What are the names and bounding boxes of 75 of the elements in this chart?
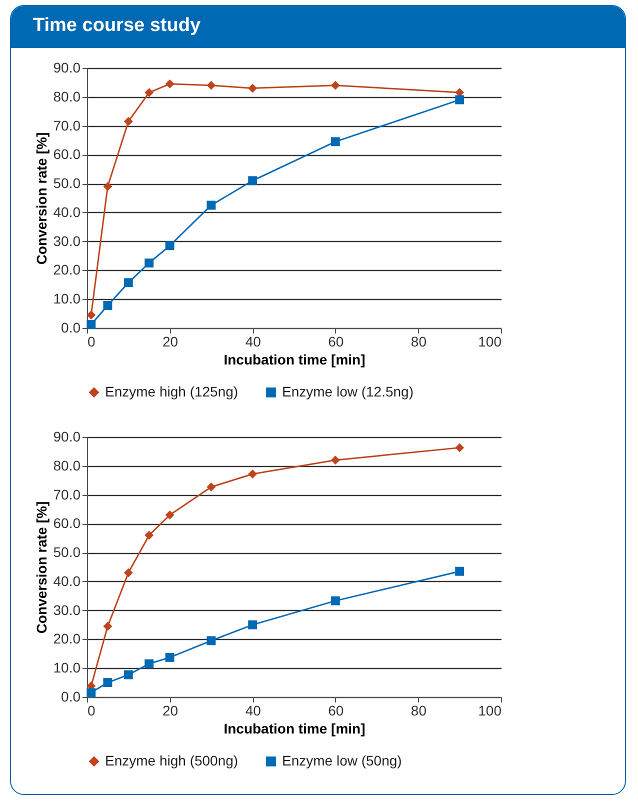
point (330, 596, 340, 606)
legend-label: Enzyme high (125ng) (105, 383, 238, 400)
point (144, 258, 154, 268)
point (206, 80, 216, 90)
point (330, 137, 340, 146)
point (165, 652, 174, 662)
point (124, 670, 133, 680)
legend-label: Enzyme high (500ng) (105, 752, 238, 768)
y-tick-label: 40.0 (53, 572, 81, 589)
y-tick-label: 50.0 (53, 544, 81, 560)
x-tick-label: 20 (162, 334, 178, 350)
point (165, 241, 174, 250)
point (165, 79, 174, 88)
point (103, 182, 112, 191)
point (455, 443, 464, 452)
point (248, 84, 258, 93)
x-tick-label: 100 (478, 702, 502, 718)
y-tick-label: 10.0 (53, 290, 81, 307)
y-tick-label: 70.0 (53, 117, 81, 134)
y-axis-title: Conversion rate [%] (33, 132, 50, 265)
chart-title: Time course study (11, 6, 625, 48)
x-tick-label: 80 (410, 334, 427, 350)
x-axis-title: Incubation time [min] (224, 720, 366, 736)
x-tick-label: 0 (88, 702, 96, 718)
point (103, 622, 112, 631)
x-tick-label: 0 (88, 334, 96, 350)
y-tick-label: 20.0 (53, 630, 81, 647)
y-tick-label: 80.0 (53, 88, 81, 104)
x-axis-title: Incubation time [min] (224, 352, 366, 368)
y-tick-label: 20.0 (53, 262, 81, 278)
point (86, 688, 96, 698)
point (206, 200, 216, 210)
x-tick-label: 80 (410, 702, 427, 718)
x-tick-label: 60 (328, 334, 344, 350)
point (455, 95, 464, 104)
point (144, 88, 154, 98)
y-tick-label: 0.0 (61, 320, 81, 336)
y-axis-title: Conversion rate [%] (33, 501, 50, 634)
legend-label: Enzyme low (50ng) (282, 752, 402, 768)
point (144, 530, 154, 540)
x-tick-label: 20 (162, 702, 178, 718)
y-tick-label: 10.0 (53, 660, 81, 676)
point (330, 456, 340, 465)
point (330, 80, 340, 90)
y-tick-label: 90.0 (53, 60, 81, 76)
point (124, 116, 133, 126)
point (144, 659, 154, 668)
point (124, 278, 133, 288)
point (206, 482, 216, 492)
point (103, 300, 112, 310)
legend-label: Enzyme low (12.5ng) (282, 383, 414, 400)
point (248, 470, 258, 478)
y-tick-label: 80.0 (53, 457, 81, 474)
point (206, 636, 216, 646)
point (455, 566, 464, 576)
y-tick-label: 90.0 (53, 428, 81, 444)
y-tick-label: 60.0 (53, 515, 81, 532)
y-tick-label: 0.0 (61, 688, 81, 704)
x-tick-label: 40 (245, 334, 262, 350)
point (86, 310, 96, 320)
point (86, 320, 96, 330)
y-tick-label: 30.0 (53, 602, 81, 618)
y-tick-label: 70.0 (53, 486, 81, 502)
y-tick-label: 50.0 (53, 175, 81, 192)
x-tick-label: 60 (328, 702, 344, 718)
point (165, 510, 174, 520)
x-tick-label: 100 (478, 334, 502, 350)
y-tick-label: 40.0 (53, 204, 81, 220)
point (124, 568, 133, 578)
y-tick-label: 60.0 (53, 146, 81, 162)
point (248, 176, 258, 186)
y-tick-label: 30.0 (53, 232, 81, 249)
point (103, 678, 112, 688)
point (248, 620, 258, 630)
x-tick-label: 40 (245, 702, 262, 718)
